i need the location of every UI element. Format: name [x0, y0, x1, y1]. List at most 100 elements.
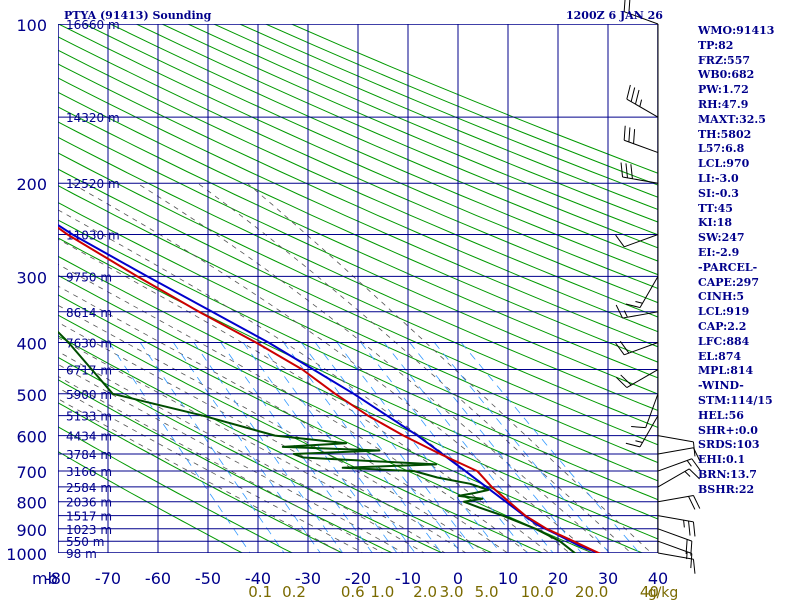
- temp-tick-label: -40: [245, 569, 271, 588]
- height-label: 2584 m: [66, 481, 112, 495]
- dry-adiabat: [58, 202, 658, 482]
- index-item: EHI:0.1: [698, 453, 746, 467]
- temp-tick-label: 30: [598, 569, 618, 588]
- moist-adiabat: [197, 182, 632, 553]
- height-label: 14320 m: [66, 111, 120, 125]
- wind-barb: [631, 393, 659, 429]
- mixing-ratio-label: 0.6: [341, 583, 365, 600]
- index-item: LCL:970: [698, 157, 750, 171]
- index-item: LI:-3.0: [698, 171, 739, 185]
- dry-adiabat: [58, 237, 658, 520]
- index-item: WB0:682: [698, 68, 755, 82]
- wind-barb: [615, 234, 659, 248]
- mixing-ratio-line: [460, 342, 640, 553]
- index-item: STM:114/15: [698, 393, 773, 407]
- index-item: CAP:2.2: [698, 319, 747, 333]
- pressure-tick-label: 700: [16, 463, 47, 482]
- index-item: MAXT:32.5: [698, 112, 766, 126]
- dry-adiabat: [58, 63, 658, 333]
- wind-barb: [657, 552, 696, 574]
- height-label: 1517 m: [66, 510, 112, 524]
- temp-tick-label: -20: [345, 569, 371, 588]
- pressure-tick-label: 300: [16, 268, 47, 287]
- height-label: 12520 m: [66, 177, 120, 191]
- temp-tick-label: -60: [145, 569, 171, 588]
- height-label: 9750 m: [66, 270, 112, 284]
- mixing-ratio-line: [336, 342, 502, 553]
- mixing-ratio-line: [139, 342, 285, 553]
- index-item: KI:18: [698, 216, 733, 230]
- mixing-ratio-label: 10.0: [521, 583, 554, 600]
- wind-barb: [623, 125, 659, 154]
- moist-adiabat: [58, 321, 467, 553]
- index-item: FRZ:557: [698, 53, 751, 67]
- mixing-ratio-line: [314, 342, 478, 553]
- height-label: 4434 m: [66, 430, 112, 444]
- dry-adiabat: [58, 121, 658, 395]
- moist-adiabat: [136, 182, 612, 553]
- mixing-ratio-label: 2.0: [413, 583, 437, 600]
- index-item: MPL:814: [698, 364, 754, 378]
- temp-tick-label: -10: [395, 569, 421, 588]
- temp-tick-label: -50: [195, 569, 221, 588]
- index-item: CINH:5: [698, 290, 745, 304]
- station-title: PTYA (91413) Sounding: [64, 9, 212, 22]
- dry-adiabat: [58, 255, 658, 540]
- sounding-time: 1200Z 6 JAN 26: [566, 9, 663, 22]
- index-item: PW:1.72: [698, 83, 749, 97]
- index-item: BSHR:22: [698, 482, 755, 496]
- dry-adiabat: [58, 274, 644, 553]
- dry-adiabat: [58, 356, 444, 553]
- moist-adiabat: [58, 238, 550, 553]
- index-panel: WMO:91413 TP:82 FRZ:557 WB0:682 PW:1.72 RH:47…: [698, 24, 774, 498]
- index-item: RH:47.9: [698, 97, 749, 111]
- moist-adiabat: [71, 182, 591, 553]
- height-label: 7630 m: [66, 336, 112, 350]
- mixing-ratio-line: [283, 342, 443, 553]
- mixing-ratio-label: 1.0: [370, 583, 394, 600]
- mixing-ratio-unit: g/kg: [648, 585, 679, 600]
- temp-tick-label: 10: [498, 569, 518, 588]
- moist-adiabat: [58, 375, 384, 553]
- height-label: 3166 m: [66, 465, 112, 479]
- height-label: 8614 m: [66, 306, 112, 320]
- dry-adiabat: [58, 136, 658, 412]
- height-label: 550 m: [66, 535, 104, 549]
- wind-barb: [620, 162, 659, 184]
- index-item: BRN:13.7: [698, 467, 757, 481]
- index-item: EL:874: [698, 349, 742, 363]
- temp-tick-label: 40: [648, 569, 668, 588]
- dry-adiabat: [58, 451, 244, 553]
- dry-adiabat: [84, 24, 658, 276]
- dry-adiabat: [110, 24, 658, 262]
- index-item: TH:5802: [698, 127, 752, 141]
- wind-barb: [616, 369, 659, 388]
- dry-adiabat: [58, 335, 494, 553]
- mixing-ratio-line: [242, 342, 398, 553]
- mixing-ratio-line: [193, 342, 344, 553]
- wind-barb: [625, 415, 659, 448]
- mixing-ratio-label: 3.0: [440, 583, 464, 600]
- height-label: 5900 m: [66, 388, 112, 402]
- dry-adiabat: [58, 219, 658, 501]
- mixing-ratio-line: [220, 342, 373, 553]
- index-item: SW:247: [698, 231, 745, 245]
- temp-tick-label: -70: [95, 569, 121, 588]
- wind-barb: [657, 458, 701, 472]
- height-label: 2036 m: [66, 496, 112, 510]
- wind-barb: [657, 494, 701, 510]
- wind-barb: [615, 304, 659, 319]
- index-item: TP:82: [698, 38, 734, 52]
- wind-barbs: [615, 0, 701, 574]
- dry-adiabat: [58, 168, 658, 446]
- index-item: TT:45: [698, 201, 733, 215]
- mixing-ratio-line: [360, 342, 528, 553]
- wind-barb: [626, 84, 659, 118]
- mixing-ratio-label: 0.1: [248, 583, 272, 600]
- mixing-ratio-label: 40: [640, 583, 659, 600]
- sounding-profiles: [58, 223, 601, 553]
- dry-adiabat: [58, 426, 294, 553]
- dry-adiabat: [58, 106, 658, 379]
- temp-tick-label: 20: [548, 569, 568, 588]
